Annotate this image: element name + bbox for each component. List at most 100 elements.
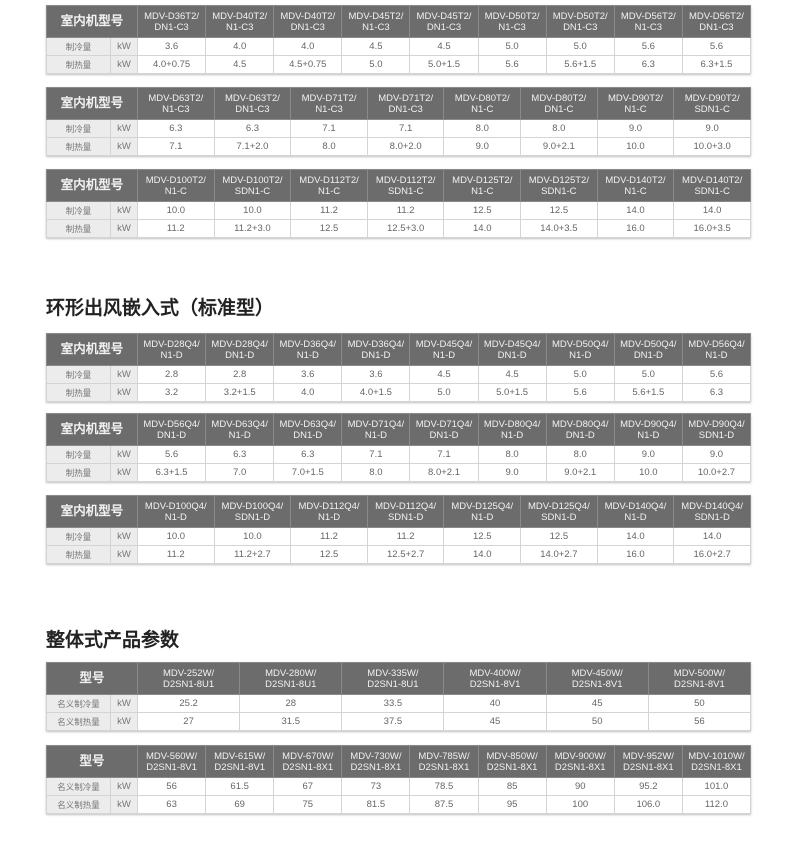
- value-cell: 9.0+2.1: [520, 137, 598, 156]
- value-cell: 10.0: [596, 137, 675, 156]
- value-cell: 8.0: [341, 463, 411, 482]
- value-cell: 10.0: [213, 201, 292, 220]
- model-name-cell: MDV-D50Q4/N1-D: [545, 333, 615, 366]
- model-header-label: 室内机型号: [45, 169, 139, 202]
- value-cell: 6.3+1.5: [137, 463, 207, 482]
- table-header-row: 室内机型号 MDV-D28Q4/N1-D MDV-D28Q4/DN1-D MDV-D3…: [45, 333, 752, 366]
- row-label: 制冷量: [46, 445, 111, 464]
- model-name-cell: MDV-D45Q4/DN1-D: [477, 333, 547, 366]
- value-cell: 7.1: [341, 445, 411, 464]
- model-name-cell: MDV-D100T2/SDN1-C: [213, 169, 292, 202]
- model-header-label: 室内机型号: [45, 333, 139, 366]
- value-cell: 31.5: [239, 712, 343, 731]
- unit-cell: kW: [109, 545, 139, 564]
- value-cell: 11.2: [366, 201, 445, 220]
- value-cell: 4.5: [205, 55, 275, 74]
- row-label: 制冷量: [46, 365, 111, 384]
- row-label: 制冷量: [46, 201, 111, 220]
- value-cell: 11.2: [290, 527, 368, 546]
- value-cell: 40: [443, 694, 547, 713]
- value-cell: 14.0: [443, 219, 522, 238]
- model-name-cell: MDV-1010W/D2SN1-8X1: [681, 745, 752, 778]
- value-cell: 9.0: [681, 445, 752, 464]
- table-header-row: 室内机型号 MDV-D36T2/DN1-C3 MDV-D40T2/N1-C3 MDV-…: [45, 5, 752, 38]
- table-row: 名义制热量 kW 27 31.5 37.5 45 50 56: [46, 712, 752, 731]
- value-cell: 2.8: [137, 365, 207, 384]
- model-name-cell: MDV-D71Q4/N1-D: [341, 413, 411, 446]
- value-cell: 61.5: [205, 777, 275, 796]
- value-cell: 45: [545, 694, 649, 713]
- value-cell: 8.0: [290, 137, 368, 156]
- value-cell: 16.0: [596, 545, 675, 564]
- model-name-cell: MDV-D45T2/N1-C3: [341, 5, 411, 38]
- value-cell: 14.0+3.5: [520, 219, 598, 238]
- value-cell: 9.0: [596, 119, 675, 138]
- value-cell: 5.6: [545, 383, 615, 402]
- model-name-cell: MDV-615W/D2SN1-8V1: [205, 745, 275, 778]
- value-cell: 6.3+1.5: [681, 55, 752, 74]
- value-cell: 11.2: [290, 201, 368, 220]
- value-cell: 5.0+1.5: [409, 55, 479, 74]
- model-name-cell: MDV-670W/D2SN1-8X1: [273, 745, 343, 778]
- model-name-cell: MDV-450W/D2SN1-8V1: [545, 662, 649, 695]
- value-cell: 9.0: [673, 119, 751, 138]
- value-cell: 67: [273, 777, 343, 796]
- model-name-cell: MDV-D71Q4/DN1-D: [409, 413, 479, 446]
- model-name-cell: MDV-D140T2/N1-C: [596, 169, 675, 202]
- value-cell: 4.0+0.75: [137, 55, 207, 74]
- value-cell: 9.0+2.1: [545, 463, 615, 482]
- model-name-cell: MDV-D63Q4/DN1-D: [273, 413, 343, 446]
- value-cell: 4.0: [273, 37, 343, 56]
- value-cell: 37.5: [341, 712, 445, 731]
- table-row: 名义制冷量 kW 56 61.5 67 73 78.5 85 90 95.2 101.0: [46, 777, 752, 796]
- model-name-cell: MDV-D36Q4/N1-D: [273, 333, 343, 366]
- model-name-cell: MDV-D90T2/N1-C: [596, 87, 675, 120]
- model-name-cell: MDV-D90Q4/N1-D: [613, 413, 683, 446]
- value-cell: 56: [647, 712, 752, 731]
- value-cell: 87.5: [409, 795, 479, 814]
- value-cell: 12.5: [520, 201, 598, 220]
- model-name-cell: MDV-D63T2/N1-C3: [137, 87, 215, 120]
- model-name-cell: MDV-730W/D2SN1-8X1: [341, 745, 411, 778]
- value-cell: 85: [477, 777, 547, 796]
- value-cell: 14.0: [673, 201, 751, 220]
- model-name-cell: MDV-D140Q4/N1-D: [596, 495, 675, 528]
- value-cell: 10.0: [137, 527, 215, 546]
- model-name-cell: MDV-D80T2/DN1-C: [520, 87, 598, 120]
- value-cell: 12.5+3.0: [366, 219, 445, 238]
- value-cell: 10.0: [613, 463, 683, 482]
- section-heading-ring-cassette: 环形出风嵌入式（标准型）: [46, 298, 275, 319]
- row-label: 制热量: [46, 463, 111, 482]
- spec-table: 室内机型号 MDV-D56Q4/DN1-D MDV-D63Q4/N1-D MDV-D6…: [45, 413, 752, 482]
- unit-cell: kW: [109, 55, 139, 74]
- row-label: 制冷量: [46, 119, 111, 138]
- unit-cell: kW: [109, 463, 139, 482]
- value-cell: 95.2: [613, 777, 683, 796]
- unit-cell: kW: [109, 795, 139, 814]
- unit-cell: kW: [109, 219, 139, 238]
- value-cell: 4.5: [341, 37, 411, 56]
- model-name-cell: MDV-D140Q4/SDN1-D: [673, 495, 751, 528]
- model-name-cell: MDV-D36T2/DN1-C3: [137, 5, 207, 38]
- value-cell: 12.5: [443, 527, 522, 546]
- model-name-cell: MDV-D71T2/N1-C3: [290, 87, 368, 120]
- value-cell: 8.0: [545, 445, 615, 464]
- value-cell: 7.1: [409, 445, 479, 464]
- value-cell: 7.0+1.5: [273, 463, 343, 482]
- model-name-cell: MDV-785W/D2SN1-8X1: [409, 745, 479, 778]
- table-row: 制热量 kW 6.3+1.5 7.0 7.0+1.5 8.0 8.0+2.1 9.0 9.0+2…: [46, 463, 752, 482]
- table-row: 制冷量 kW 6.3 6.3 7.1 7.1 8.0 8.0 9.0 9.0: [46, 119, 751, 138]
- model-name-cell: MDV-D50T2/N1-C3: [477, 5, 547, 38]
- value-cell: 4.5: [477, 365, 547, 384]
- model-name-cell: MDV-D140T2/SDN1-C: [673, 169, 751, 202]
- value-cell: 27: [137, 712, 241, 731]
- value-cell: 10.0: [213, 527, 292, 546]
- value-cell: 4.5+0.75: [273, 55, 343, 74]
- model-name-cell: MDV-D40T2/N1-C3: [205, 5, 275, 38]
- value-cell: 95: [477, 795, 547, 814]
- model-name-cell: MDV-D56T2/N1-C3: [613, 5, 683, 38]
- value-cell: 5.6: [613, 37, 683, 56]
- value-cell: 45: [443, 712, 547, 731]
- value-cell: 11.2+3.0: [213, 219, 292, 238]
- value-cell: 14.0: [443, 545, 522, 564]
